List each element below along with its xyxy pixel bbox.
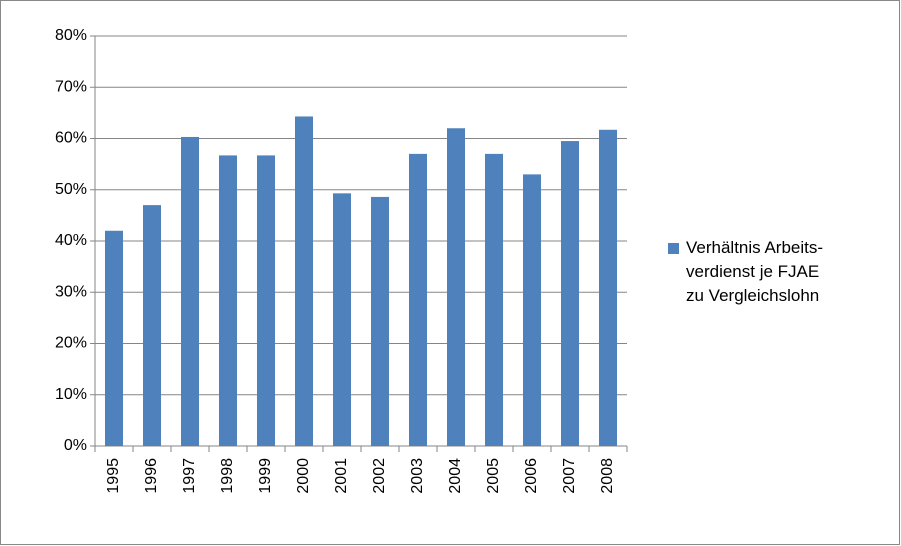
x-tick-label: 2002 [371,458,388,494]
x-tick-label: 1997 [181,458,198,494]
x-tick-label: 2000 [295,458,312,494]
bar [105,230,123,446]
bar [599,129,617,446]
x-tick-label: 1999 [257,458,274,494]
x-tick-label: 2003 [409,458,426,494]
y-tick-label: 20% [55,335,87,352]
y-tick-label: 70% [55,78,87,95]
bar [447,128,465,446]
y-tick-label: 0% [64,437,87,454]
x-tick-label: 2006 [523,458,540,494]
y-tick-label: 40% [55,232,87,249]
bar [143,205,161,446]
x-tick-label: 2004 [447,458,464,494]
x-tick-label: 1998 [219,458,236,494]
bar [561,141,579,446]
bar [409,153,427,446]
bar [485,153,503,446]
y-tick-label: 50% [55,181,87,198]
x-tick-label: 2007 [561,458,578,494]
x-tick-label: 1996 [143,458,160,494]
x-tick-label: 2001 [333,458,350,494]
bar [257,155,275,446]
x-tick-label: 2008 [599,458,616,494]
bar [371,196,389,446]
y-tick-label: 30% [55,283,87,300]
bar [181,136,199,446]
bar [219,155,237,446]
y-tick-label: 60% [55,130,87,147]
y-tick-label: 10% [55,386,87,403]
x-tick-label: 2005 [485,458,502,494]
legend-swatch [668,243,679,254]
bar [295,116,313,447]
x-tick-label: 1995 [105,458,122,494]
bar [333,193,351,446]
legend: Verhältnis Arbeits-verdienst je FJAE zu … [668,236,838,308]
y-tick-label: 80% [55,27,87,44]
bar [523,174,541,446]
legend-label: Verhältnis Arbeits-verdienst je FJAE zu … [686,238,824,305]
